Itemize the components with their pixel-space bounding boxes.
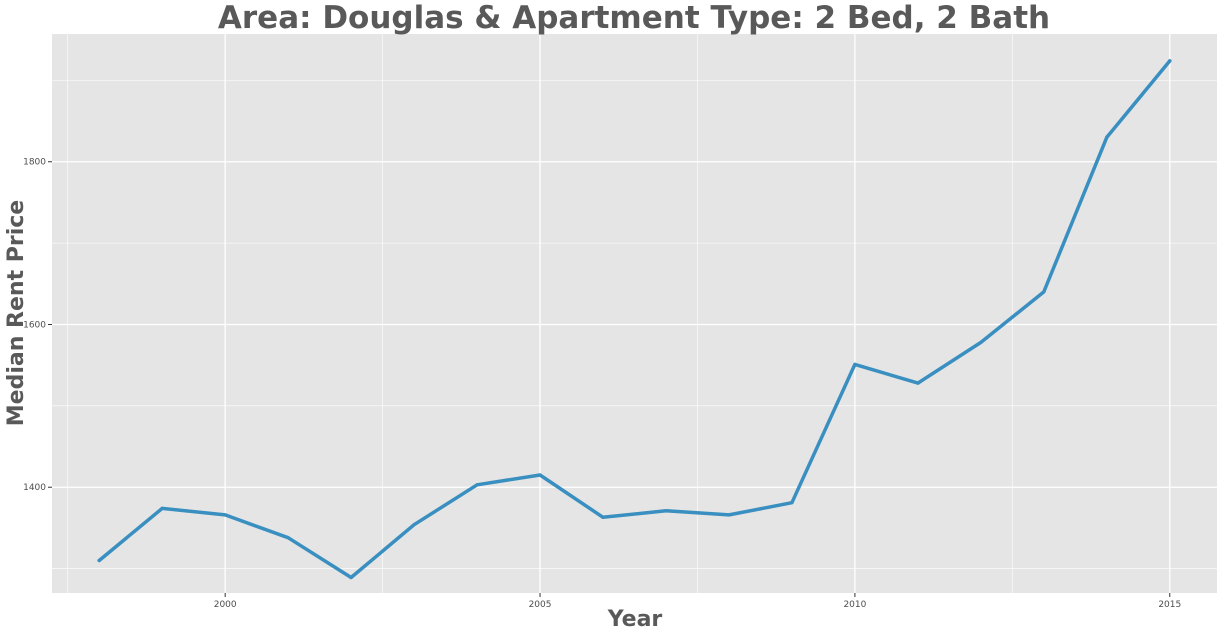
data-point [601, 515, 605, 519]
data-point [790, 501, 794, 505]
data-point [727, 513, 731, 517]
data-point [1042, 290, 1046, 294]
data-point [97, 558, 101, 563]
data-point [223, 513, 227, 517]
data-point [160, 506, 164, 510]
data-point [979, 340, 983, 344]
y-tick-label: 1800 [23, 158, 46, 168]
major-gridlines [52, 34, 1217, 593]
data-point [286, 536, 290, 540]
x-axis-ticks: 2000 2005 2010 2015 [214, 593, 1181, 610]
data-point [1168, 59, 1172, 63]
y-tick-label: 1400 [23, 483, 46, 493]
series-layer [97, 59, 1172, 580]
data-point [349, 575, 353, 580]
minor-gridlines [52, 34, 1217, 593]
x-tick-label: 2010 [843, 600, 866, 610]
y-axis-title: Median Rent Price [4, 200, 29, 426]
data-point [664, 509, 668, 513]
x-axis-title: Year [607, 607, 663, 632]
plot-panel [52, 34, 1217, 593]
data-point [538, 473, 542, 477]
series-line-0 [97, 59, 1172, 580]
x-tick-label: 2000 [214, 600, 237, 610]
y-axis-ticks: 1400 1600 1800 [23, 158, 52, 493]
chart-title: Area: Douglas & Apartment Type: 2 Bed, 2… [218, 0, 1050, 36]
x-tick-label: 2005 [529, 600, 552, 610]
y-tick-label: 1600 [23, 320, 46, 330]
data-point [412, 523, 416, 527]
x-tick-label: 2015 [1158, 600, 1181, 610]
data-point [853, 362, 857, 366]
data-point [475, 483, 479, 487]
data-point [1105, 135, 1109, 139]
data-point [916, 381, 920, 385]
